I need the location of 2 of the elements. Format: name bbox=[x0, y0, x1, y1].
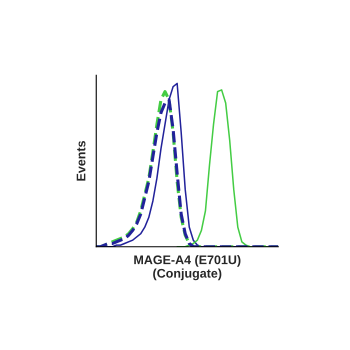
y-axis-title: Events bbox=[76, 141, 86, 181]
x-axis-title: MAGE-A4 (E701U) (Conjugate) bbox=[134, 255, 240, 280]
